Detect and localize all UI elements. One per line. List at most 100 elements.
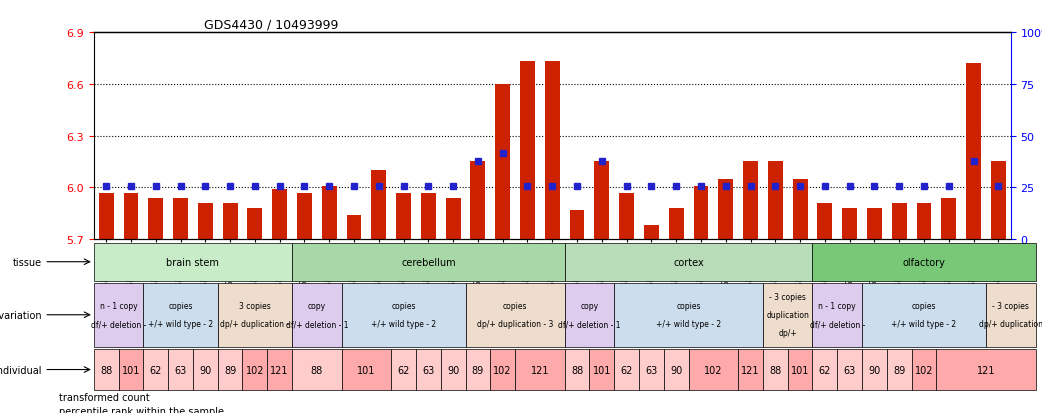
FancyBboxPatch shape xyxy=(515,349,565,390)
FancyBboxPatch shape xyxy=(937,349,1036,390)
Bar xyxy=(99,193,114,240)
Text: copy: copy xyxy=(307,301,326,311)
FancyBboxPatch shape xyxy=(218,283,292,347)
FancyBboxPatch shape xyxy=(466,283,565,347)
Bar xyxy=(44,406,54,413)
Bar xyxy=(44,392,54,403)
FancyBboxPatch shape xyxy=(639,349,664,390)
Text: 90: 90 xyxy=(868,365,880,375)
Text: 62: 62 xyxy=(620,365,632,375)
Text: 121: 121 xyxy=(741,365,760,375)
Text: dp/+ duplication - 3: dp/+ duplication - 3 xyxy=(477,320,553,328)
Text: transformed count: transformed count xyxy=(59,392,150,402)
Bar xyxy=(272,190,288,240)
FancyBboxPatch shape xyxy=(94,283,144,347)
FancyBboxPatch shape xyxy=(441,349,466,390)
Text: 102: 102 xyxy=(915,365,934,375)
Bar xyxy=(743,162,758,240)
Bar xyxy=(371,171,387,240)
Text: copy: copy xyxy=(580,301,598,311)
Text: copies: copies xyxy=(503,301,527,311)
Text: copies: copies xyxy=(676,301,701,311)
Text: df/+ deletion - 1: df/+ deletion - 1 xyxy=(559,320,621,328)
Bar xyxy=(917,203,932,240)
Text: 88: 88 xyxy=(100,365,113,375)
Text: 63: 63 xyxy=(645,365,658,375)
Text: 62: 62 xyxy=(819,365,832,375)
FancyBboxPatch shape xyxy=(689,349,738,390)
FancyBboxPatch shape xyxy=(664,349,689,390)
Bar xyxy=(793,179,808,240)
Bar xyxy=(396,193,411,240)
FancyBboxPatch shape xyxy=(144,283,218,347)
Text: 88: 88 xyxy=(769,365,782,375)
FancyBboxPatch shape xyxy=(590,349,614,390)
FancyBboxPatch shape xyxy=(292,243,565,281)
Text: duplication: duplication xyxy=(766,311,810,320)
Bar xyxy=(545,62,560,240)
Text: 101: 101 xyxy=(791,365,810,375)
Bar xyxy=(173,198,188,240)
FancyBboxPatch shape xyxy=(813,349,838,390)
Text: 3 copies: 3 copies xyxy=(239,301,271,311)
Bar xyxy=(347,216,362,240)
Bar xyxy=(817,203,833,240)
FancyBboxPatch shape xyxy=(614,283,763,347)
Text: GDS4430 / 10493999: GDS4430 / 10493999 xyxy=(204,19,339,32)
Text: +/+ wild type - 2: +/+ wild type - 2 xyxy=(656,320,721,328)
FancyBboxPatch shape xyxy=(565,283,614,347)
Bar xyxy=(471,162,486,240)
Text: percentile rank within the sample: percentile rank within the sample xyxy=(59,406,224,413)
Bar xyxy=(991,162,1006,240)
Bar xyxy=(892,203,907,240)
FancyBboxPatch shape xyxy=(94,243,292,281)
Text: 89: 89 xyxy=(224,365,237,375)
FancyBboxPatch shape xyxy=(193,349,218,390)
Bar xyxy=(148,198,164,240)
Bar xyxy=(124,193,139,240)
Text: tissue: tissue xyxy=(13,257,42,267)
Bar xyxy=(941,198,957,240)
FancyBboxPatch shape xyxy=(813,243,1036,281)
Text: 101: 101 xyxy=(593,365,611,375)
Text: df/+ deletion -: df/+ deletion - xyxy=(91,320,146,328)
Text: individual: individual xyxy=(0,365,42,375)
FancyBboxPatch shape xyxy=(342,349,391,390)
Text: brain stem: brain stem xyxy=(167,257,220,267)
Text: - 3 copies: - 3 copies xyxy=(992,301,1029,311)
FancyBboxPatch shape xyxy=(218,349,243,390)
Text: - 3 copies: - 3 copies xyxy=(769,292,807,301)
Text: genotype/variation: genotype/variation xyxy=(0,310,42,320)
Text: 90: 90 xyxy=(447,365,460,375)
Bar xyxy=(594,162,610,240)
FancyBboxPatch shape xyxy=(912,349,937,390)
Bar xyxy=(520,62,535,240)
Text: 88: 88 xyxy=(571,365,584,375)
Text: 102: 102 xyxy=(246,365,264,375)
Bar xyxy=(495,85,511,240)
FancyBboxPatch shape xyxy=(813,283,862,347)
FancyBboxPatch shape xyxy=(292,283,342,347)
Text: 62: 62 xyxy=(397,365,410,375)
Bar xyxy=(446,198,461,240)
FancyBboxPatch shape xyxy=(416,349,441,390)
Text: copies: copies xyxy=(912,301,937,311)
Text: 101: 101 xyxy=(122,365,140,375)
FancyBboxPatch shape xyxy=(738,349,763,390)
Bar xyxy=(223,203,238,240)
FancyBboxPatch shape xyxy=(292,349,342,390)
Text: 101: 101 xyxy=(357,365,375,375)
Text: 90: 90 xyxy=(670,365,683,375)
Text: cortex: cortex xyxy=(673,257,704,267)
FancyBboxPatch shape xyxy=(342,283,466,347)
FancyBboxPatch shape xyxy=(838,349,862,390)
Bar xyxy=(619,193,634,240)
Bar xyxy=(297,193,312,240)
FancyBboxPatch shape xyxy=(144,349,168,390)
Text: +/+ wild type - 2: +/+ wild type - 2 xyxy=(892,320,957,328)
FancyBboxPatch shape xyxy=(94,349,119,390)
Text: dp/+ duplication: dp/+ duplication xyxy=(978,320,1042,328)
Text: 102: 102 xyxy=(494,365,512,375)
FancyBboxPatch shape xyxy=(391,349,416,390)
FancyBboxPatch shape xyxy=(614,349,639,390)
